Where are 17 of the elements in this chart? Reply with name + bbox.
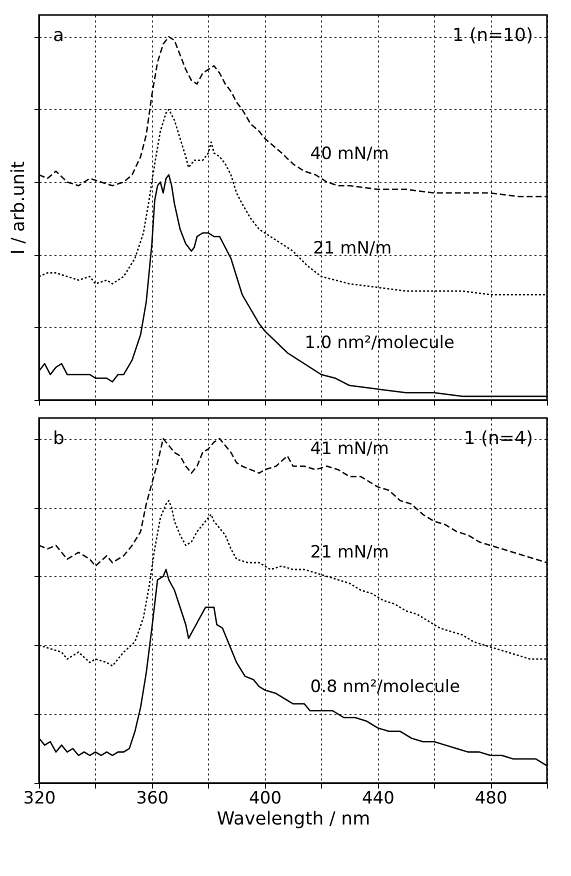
x-tick-label: 440 bbox=[362, 788, 394, 808]
annotation: 1 (n=4) bbox=[464, 428, 533, 449]
x-tick-label: 360 bbox=[136, 788, 169, 808]
annotation: 1 (n=10) bbox=[452, 25, 533, 46]
series-label: 21 mN/m bbox=[313, 238, 392, 259]
x-tick-label: 480 bbox=[474, 788, 508, 808]
x-tick-label: 320 bbox=[23, 788, 56, 808]
annotation: a bbox=[53, 25, 64, 46]
y-axis-title: I / arb.unit bbox=[8, 161, 29, 255]
series-label: 41 mN/m bbox=[310, 439, 389, 460]
series-label: 21 mN/m bbox=[310, 542, 389, 563]
annotation: b bbox=[53, 428, 64, 449]
series-label: 0.8 nm²/molecule bbox=[310, 676, 460, 697]
x-axis-title: Wavelength / nm bbox=[216, 808, 370, 830]
series-label: 1.0 nm²/molecule bbox=[304, 333, 454, 354]
x-tick-label: 400 bbox=[249, 788, 282, 808]
series-label: 40 mN/m bbox=[310, 144, 389, 164]
